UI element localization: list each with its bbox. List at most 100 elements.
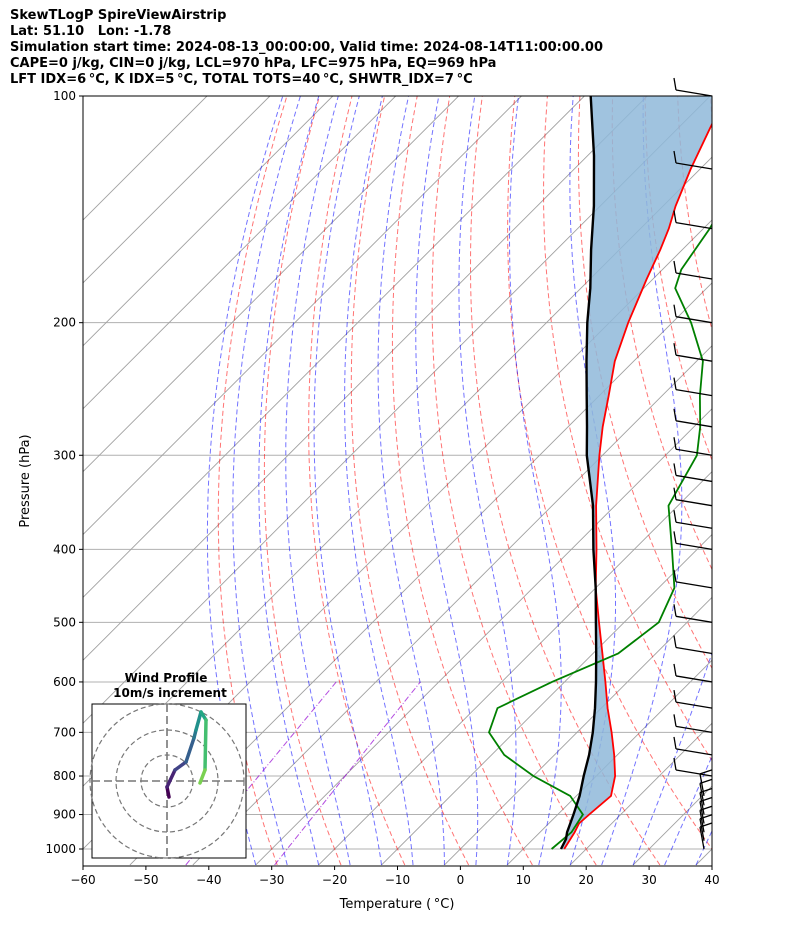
barb-staff [699, 826, 705, 850]
dry-adiabat-line [775, 96, 794, 865]
barb-flag [673, 663, 677, 677]
barb-staff [675, 581, 713, 589]
barb-staff [675, 748, 713, 756]
barb-flag [673, 463, 677, 476]
barb-flag [699, 805, 713, 811]
wind-barb [699, 796, 713, 824]
wind-barb [673, 569, 713, 589]
isotherm-line [83, 96, 711, 724]
dry-adiabat-line [308, 96, 406, 866]
barb-flag [673, 714, 677, 727]
barb-staff [675, 221, 713, 230]
barb-flag [699, 822, 713, 828]
wind-barb [673, 635, 713, 655]
y-tick-label: 1000 [45, 842, 76, 856]
barb-staff [675, 316, 713, 324]
barb-flag [699, 769, 713, 775]
x-tick-label: 30 [641, 873, 656, 887]
wind-barb [673, 604, 713, 623]
moist-adiabat-line [601, 96, 683, 866]
wind-barb [673, 377, 713, 397]
wind-barb [699, 805, 713, 833]
hodograph-inset: Wind Profile 10m/s increment [89, 671, 247, 859]
barb-flag [673, 757, 677, 771]
moist-adiabat-line [285, 96, 351, 866]
isotherm-line [83, 96, 585, 599]
wind-barb [673, 304, 713, 324]
y-tick-label: 900 [53, 808, 76, 822]
barb-flag [673, 77, 677, 91]
wind-barb [699, 814, 713, 841]
isotherm-line [759, 96, 794, 865]
moist-adiabat-line [313, 96, 382, 866]
barb-flag [673, 604, 677, 617]
barb-staff [699, 818, 705, 841]
x-tick-label: −50 [133, 873, 158, 887]
barb-staff [675, 420, 713, 428]
barb-staff [675, 675, 713, 683]
isotherm-line [381, 533, 712, 866]
y-tick-label: 500 [53, 615, 76, 629]
barb-flag [673, 150, 677, 164]
isotherm-line [569, 722, 712, 866]
barb-staff [699, 773, 705, 796]
barb-flag [699, 778, 713, 784]
y-axis-label: Pressure (hPa) [18, 434, 33, 527]
barb-staff [675, 615, 713, 623]
barb-staff [675, 474, 713, 483]
barb-staff [675, 389, 713, 397]
x-tick-label: −20 [322, 873, 347, 887]
y-tick-label: 400 [53, 542, 76, 556]
wind-barb [699, 787, 713, 815]
barb-staff [675, 769, 713, 777]
isotherm-line [83, 96, 397, 410]
wind-barb [673, 260, 713, 280]
barb-flag [699, 814, 713, 820]
barb-flag [673, 304, 677, 317]
wind-barb [673, 408, 713, 428]
hodograph-trace [165, 768, 177, 789]
dewpoint-line [488, 222, 712, 850]
parcel-line [559, 96, 598, 850]
barb-staff [675, 272, 713, 280]
x-tick-label: −60 [70, 873, 95, 887]
moist-adiabat-line [377, 96, 445, 865]
wind-barb [673, 77, 713, 97]
data-layer [488, 96, 712, 850]
barb-flag [699, 787, 713, 794]
location-line: Lat: 51.10 Lon: -1.78 [10, 24, 172, 39]
barb-flag [673, 487, 677, 500]
barb-staff [675, 162, 713, 170]
x-tick-label: −30 [259, 873, 284, 887]
axes: Pressure (hPa) Temperature ( °C) −60 −50 −… [18, 89, 720, 912]
barb-staff [675, 499, 713, 507]
cin-area [561, 96, 712, 849]
moist-adiabat-line [232, 96, 301, 866]
barb-flag [673, 569, 677, 582]
dry-adiabat-line [743, 96, 794, 865]
hodograph-trace [194, 710, 203, 732]
wind-barb [673, 531, 713, 550]
barb-staff [675, 89, 713, 97]
moist-adiabat-line [664, 754, 712, 866]
wind-barb [699, 822, 713, 850]
y-tick-label: 100 [53, 89, 76, 103]
barb-staff [699, 792, 705, 815]
dry-adiabat-line [577, 96, 712, 670]
grid-layer [83, 96, 794, 866]
temperature-line [563, 122, 712, 850]
dry-adiabat-line [431, 96, 597, 866]
wind-barb [673, 510, 713, 529]
dry-adiabat-line [350, 96, 470, 866]
isotherm-line [255, 408, 712, 866]
isotherm-line [507, 659, 712, 866]
moist-adiabat-line [258, 96, 320, 866]
hodograph-trace [184, 736, 196, 764]
barb-flag [673, 210, 677, 223]
wind-barb [673, 487, 713, 507]
barb-staff [699, 801, 705, 824]
mixing-ratio-line [185, 681, 337, 866]
barb-flag [673, 437, 677, 450]
dry-adiabat-line [391, 96, 533, 866]
barb-flag [673, 408, 677, 421]
